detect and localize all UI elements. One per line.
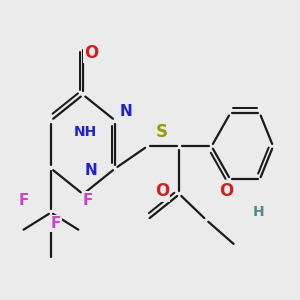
Text: N: N <box>85 163 98 178</box>
Text: O: O <box>84 44 98 62</box>
Text: H: H <box>253 205 265 219</box>
Text: O: O <box>155 182 169 200</box>
Text: S: S <box>156 123 168 141</box>
Text: F: F <box>83 193 93 208</box>
Text: NH: NH <box>74 125 97 139</box>
Text: F: F <box>51 216 61 231</box>
Text: N: N <box>120 104 133 119</box>
Text: F: F <box>18 193 28 208</box>
Text: O: O <box>219 182 234 200</box>
